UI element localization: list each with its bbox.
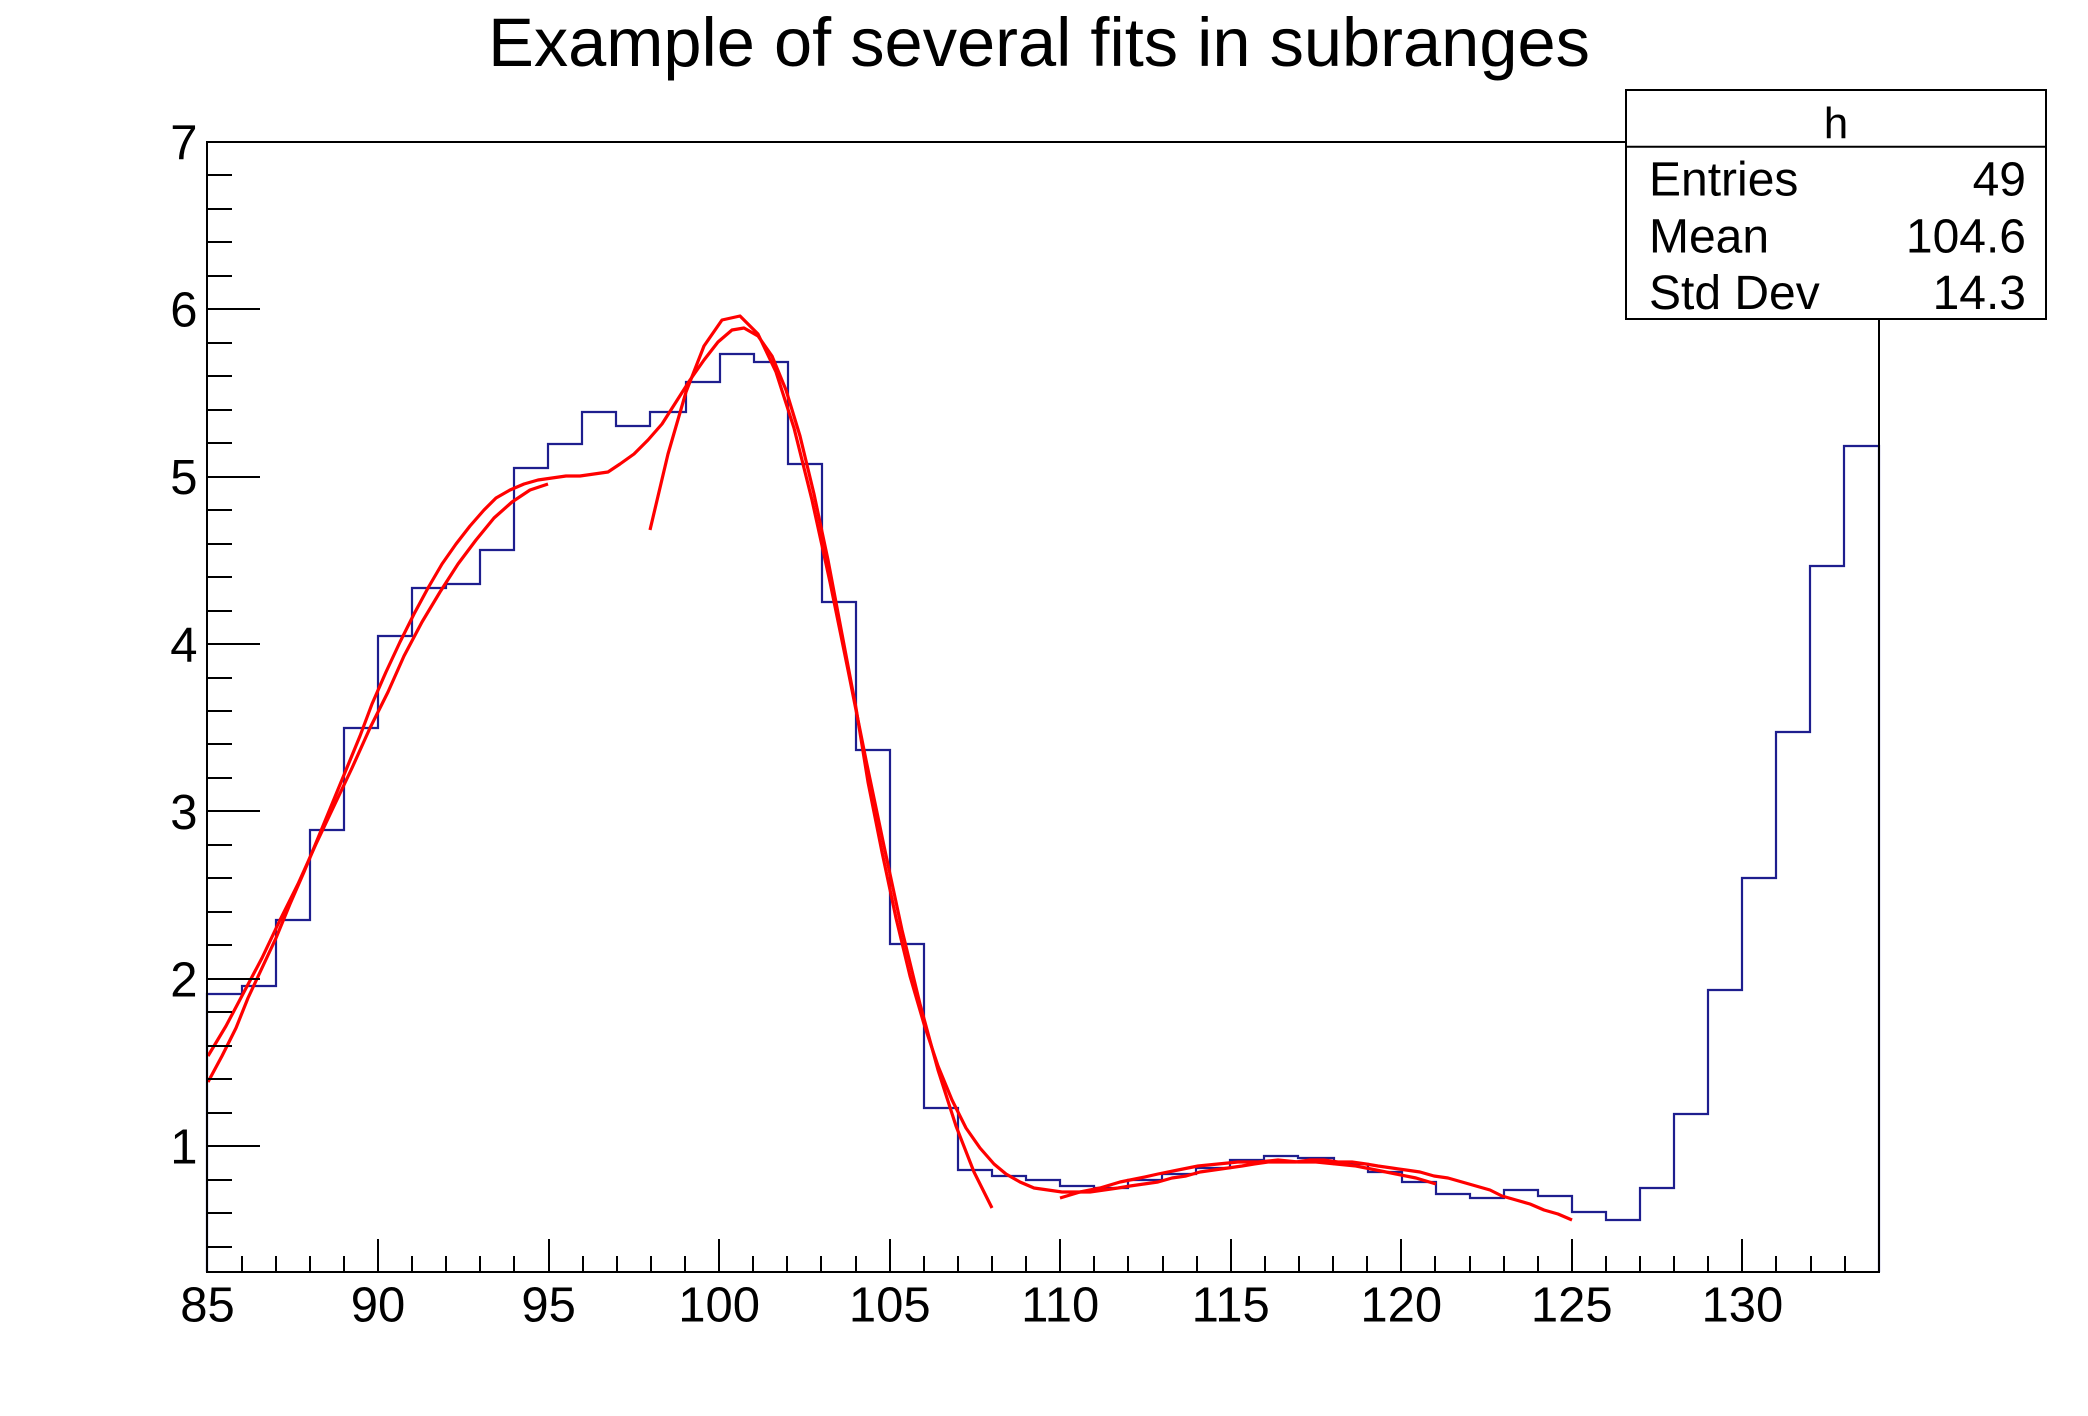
svg-text:14.3: 14.3: [1933, 267, 2026, 320]
svg-text:Example of several fits in sub: Example of several fits in subranges: [488, 4, 1590, 81]
svg-text:1: 1: [170, 1121, 197, 1175]
svg-text:7: 7: [170, 116, 197, 170]
svg-text:100: 100: [678, 1279, 760, 1333]
svg-text:6: 6: [170, 284, 197, 338]
svg-text:95: 95: [521, 1279, 576, 1333]
svg-text:4: 4: [170, 618, 197, 672]
svg-text:Mean: Mean: [1649, 211, 1769, 264]
svg-text:90: 90: [351, 1279, 406, 1333]
svg-text:105: 105: [849, 1279, 931, 1333]
svg-text:h: h: [1824, 99, 1848, 148]
svg-text:104.6: 104.6: [1906, 211, 2026, 264]
svg-text:120: 120: [1360, 1279, 1442, 1333]
svg-text:2: 2: [170, 953, 197, 1007]
svg-text:5: 5: [170, 451, 197, 505]
svg-text:115: 115: [1192, 1279, 1270, 1333]
svg-text:3: 3: [170, 786, 197, 840]
svg-text:85: 85: [180, 1279, 235, 1333]
svg-text:Entries: Entries: [1649, 154, 1798, 207]
svg-text:125: 125: [1531, 1279, 1613, 1333]
svg-text:Std Dev: Std Dev: [1649, 267, 1820, 320]
svg-text:110: 110: [1021, 1279, 1099, 1333]
svg-text:49: 49: [1973, 154, 2026, 207]
svg-text:130: 130: [1702, 1279, 1784, 1333]
